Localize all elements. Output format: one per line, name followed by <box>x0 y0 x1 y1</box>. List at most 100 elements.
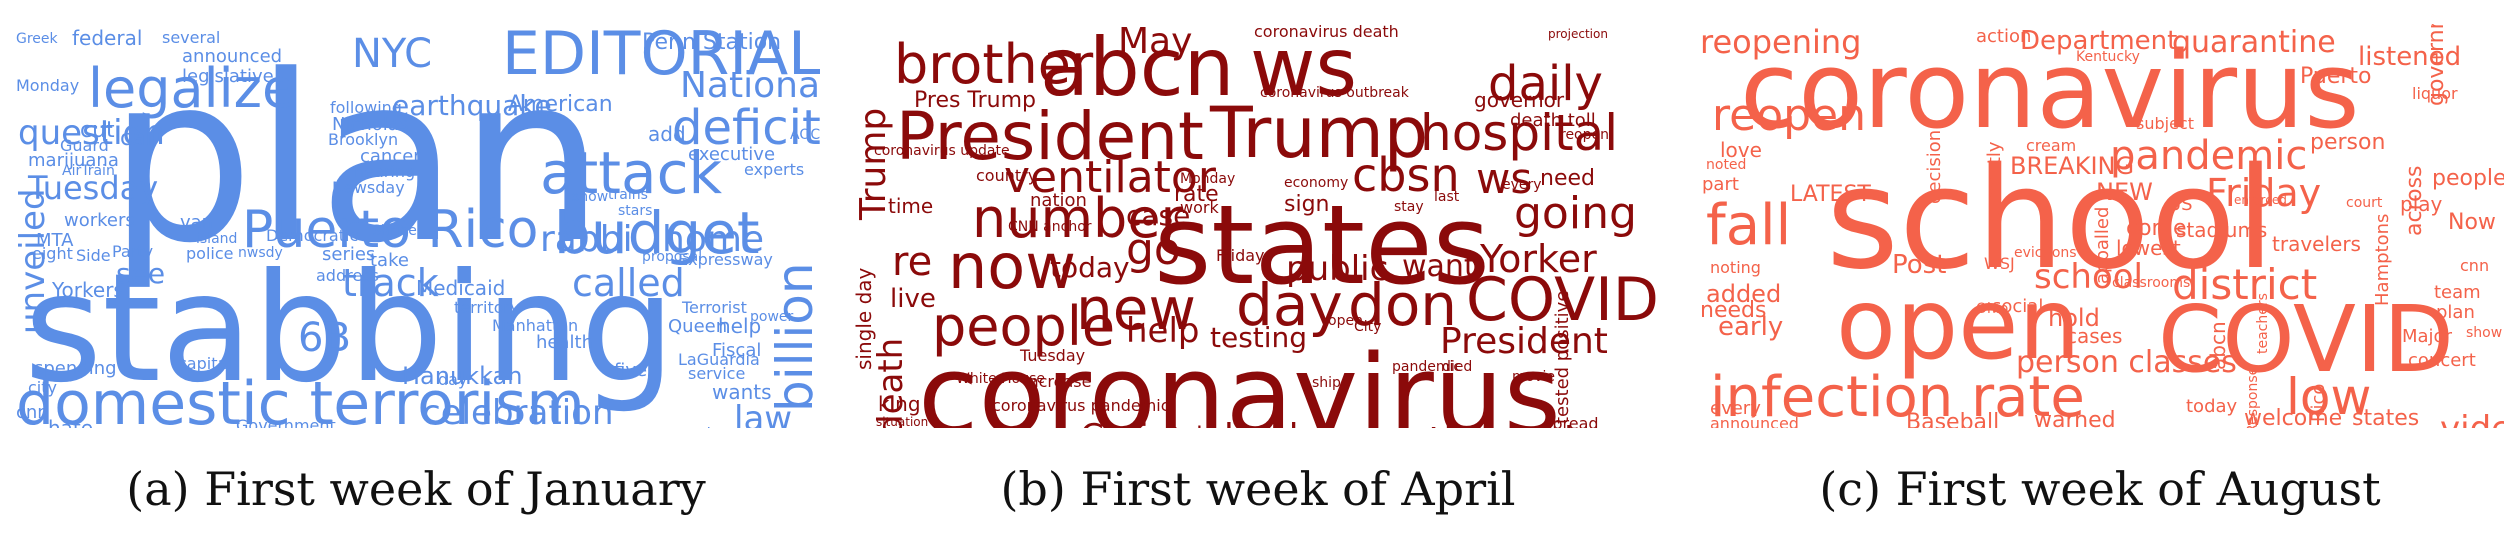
caption-april: (b) First week of April <box>1000 462 1516 516</box>
cloud-word: announced <box>1710 414 1799 429</box>
cloud-word: BREAKING <box>2010 152 2135 180</box>
cloud-word: daily <box>1488 56 1603 112</box>
cloud-word: White House <box>956 371 1046 387</box>
cloud-word: President <box>1440 321 1608 362</box>
cloud-word: need <box>1540 166 1595 191</box>
cloud-word: island <box>196 231 238 247</box>
cloud-word: team <box>2434 282 2481 303</box>
cloud-word: Hamptons <box>2372 213 2393 306</box>
cloud-word: go <box>1126 224 1181 275</box>
cloud-word: rate <box>1174 182 1219 207</box>
cloud-word: Monday <box>1180 171 1236 187</box>
cloud-word: infection rate <box>1710 365 2085 428</box>
cloud-word: sign <box>1284 192 1330 217</box>
cloud-word: low <box>2286 368 2372 426</box>
cloud-word: ws <box>1476 154 1533 203</box>
cloud-word: governor <box>1474 88 1565 112</box>
cloud-word: CNN anchor <box>1008 219 1092 235</box>
cloud-word: Kentucky <box>2076 49 2140 65</box>
cloud-word: add <box>648 122 686 146</box>
cloud-word: address <box>316 266 379 285</box>
cloud-word: Hanukkah <box>402 362 523 390</box>
cloud-word: domestic terrorism <box>16 369 585 428</box>
cloud-word: celebration <box>422 393 614 428</box>
cloud-word: spending <box>34 358 117 379</box>
wordcloud-panel-april: coronavirus states abcn ws President Trump bro… <box>854 0 1662 540</box>
cloud-word: EDITORIAL <box>502 24 820 89</box>
cloud-word: live <box>890 284 936 314</box>
cloud-word: President <box>896 98 1204 175</box>
cloud-word: earthquake <box>392 89 552 122</box>
cloud-word: NYC <box>352 31 433 77</box>
cloud-word: re <box>892 239 933 285</box>
cloud-word: May <box>1118 24 1193 62</box>
cloud-word: track <box>342 261 439 305</box>
cloud-word: NEW <box>2096 178 2153 206</box>
cloud-word: ws <box>1250 24 1358 114</box>
cloud-word: LATEST <box>1790 182 1871 207</box>
cloud-word: help <box>1126 311 1200 351</box>
cloud-word: executive order <box>1316 422 1613 428</box>
cloud-word: COVID <box>2158 286 2454 393</box>
cloud-word: person <box>2310 130 2386 155</box>
cloud-word: school <box>1826 138 2275 301</box>
cloud-word: school <box>2034 257 2144 297</box>
cloud-word: liquor <box>2412 84 2458 103</box>
cloud-word: van <box>180 212 214 233</box>
cloud-word: Yorker <box>1480 237 1597 281</box>
cloud-word: reopen <box>1560 127 1609 143</box>
cloud-word: executive <box>688 144 776 165</box>
cloud-word: take <box>370 250 409 271</box>
cloud-word: Party <box>112 242 154 261</box>
cloud-word: states <box>2352 406 2420 429</box>
cloud-word: abcn <box>2206 321 2230 370</box>
cloud-word: early <box>1718 312 1784 342</box>
cloud-word: movie <box>1512 369 1555 385</box>
cloud-word: Penn Station <box>642 30 782 55</box>
cloud-word: coronavirus outbreak <box>1260 85 1409 101</box>
cloud-word: marijuana <box>28 150 119 171</box>
cloud-word: MTA <box>36 230 74 251</box>
cloud-word: cases <box>2066 324 2123 348</box>
cloud-word: US <box>2168 194 2193 215</box>
cloud-word: see <box>116 257 166 290</box>
cloud-word: legislative <box>182 66 274 87</box>
cloud-word: Yorkers <box>52 278 124 302</box>
cloud-word: Tuesday <box>28 169 159 207</box>
cloud-word: video <box>2440 412 2504 428</box>
cloud-word: warned <box>2034 408 2116 429</box>
cloud-word: new <box>1076 275 1196 343</box>
cloud-word: today <box>2186 396 2238 417</box>
cloud-word: now <box>948 230 1076 303</box>
cloud-word: cancer <box>360 146 421 167</box>
cloud-word: plan <box>108 27 605 294</box>
cloud-word: federal <box>72 26 143 50</box>
cloud-word: Greek <box>16 31 58 47</box>
cloud-word: Fiscal <box>712 340 762 361</box>
cloud-word: Tuesday <box>1020 346 1086 365</box>
cloud-word: health <box>536 332 593 353</box>
cloud-word: legalize <box>88 57 296 120</box>
cloud-word: person classes <box>2016 345 2237 380</box>
cloud-word: last <box>1434 189 1460 205</box>
cloud-word: Puerto Rico <box>242 200 539 260</box>
cloud-word: today <box>1050 251 1130 284</box>
cloud-word: coronavirus update <box>874 143 1010 159</box>
cloud-word: public <box>1286 249 1389 289</box>
cloud-word: quarantine <box>2172 25 2336 60</box>
cloud-word: concert <box>2408 350 2476 371</box>
cloud-word: classrooms <box>2112 275 2191 291</box>
cloud-word: teachers <box>2255 293 2271 354</box>
cloud-word: economy <box>1284 175 1349 191</box>
cloud-word: Now <box>2448 210 2496 235</box>
cloud-word: enforced <box>2234 193 2287 207</box>
cloud-word: trains <box>608 187 648 203</box>
cloud-word: show <box>2466 325 2503 341</box>
cloud-word: open <box>1328 313 1363 329</box>
cloud-word: pandemic <box>1392 359 1462 375</box>
cloud-word: district <box>2172 260 2318 309</box>
cloud-word: American <box>508 92 613 117</box>
cloud-word: Side <box>76 246 111 265</box>
cloud-word: Pres Trump <box>914 88 1037 113</box>
cloud-word: Nicholas <box>332 114 409 135</box>
